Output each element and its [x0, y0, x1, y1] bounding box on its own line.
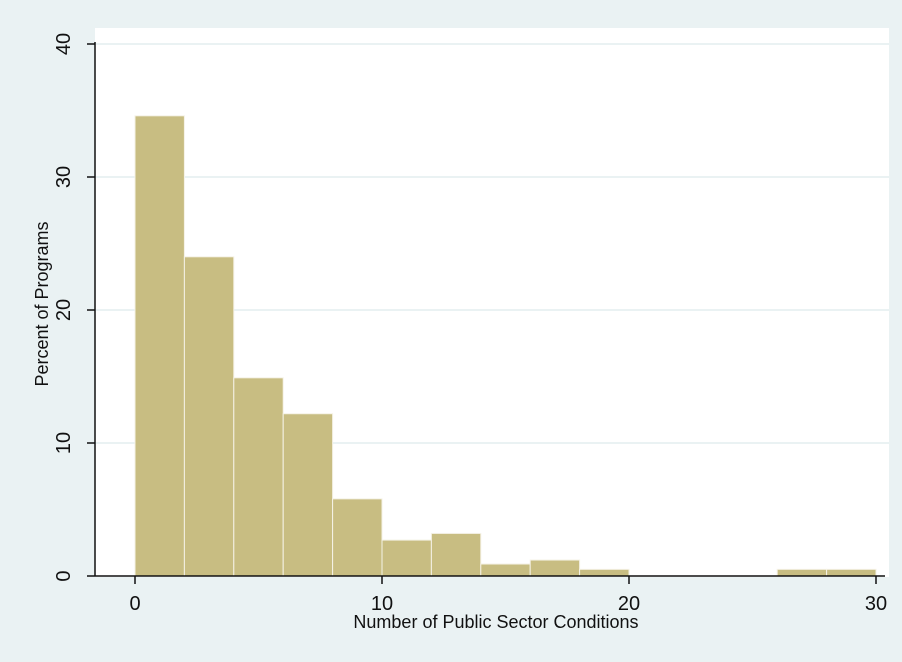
histogram-bar: [233, 377, 284, 577]
histogram-bar: [282, 413, 334, 577]
y-tick-label: 0: [53, 570, 75, 581]
histogram-bar: [430, 532, 482, 577]
histogram-bar: [134, 115, 185, 577]
histogram-bar: [579, 568, 630, 577]
y-tick-label: 30: [53, 166, 75, 188]
y-tick-label: 20: [53, 299, 75, 321]
histogram-bar: [332, 498, 383, 577]
histogram-bar: [776, 568, 828, 577]
axes: [87, 42, 885, 584]
x-tick-label: 0: [129, 593, 140, 615]
y-tick-label: 40: [53, 33, 75, 55]
x-tick-label: 10: [371, 593, 393, 615]
histogram-bar: [480, 563, 531, 577]
x-axis-label: Number of Public Sector Conditions: [353, 612, 638, 632]
x-tick-label: 30: [865, 593, 887, 615]
histogram-bar: [826, 568, 877, 577]
histogram-bar: [183, 256, 235, 577]
histogram-bar: [381, 539, 432, 577]
histogram-bar: [529, 559, 581, 577]
x-tick-label: 20: [618, 593, 640, 615]
y-axis-label: Percent of Programs: [32, 221, 52, 386]
tick-labels: 0 10 20 30 40 0 10 20 30: [53, 33, 887, 615]
y-tick-label: 10: [53, 432, 75, 454]
